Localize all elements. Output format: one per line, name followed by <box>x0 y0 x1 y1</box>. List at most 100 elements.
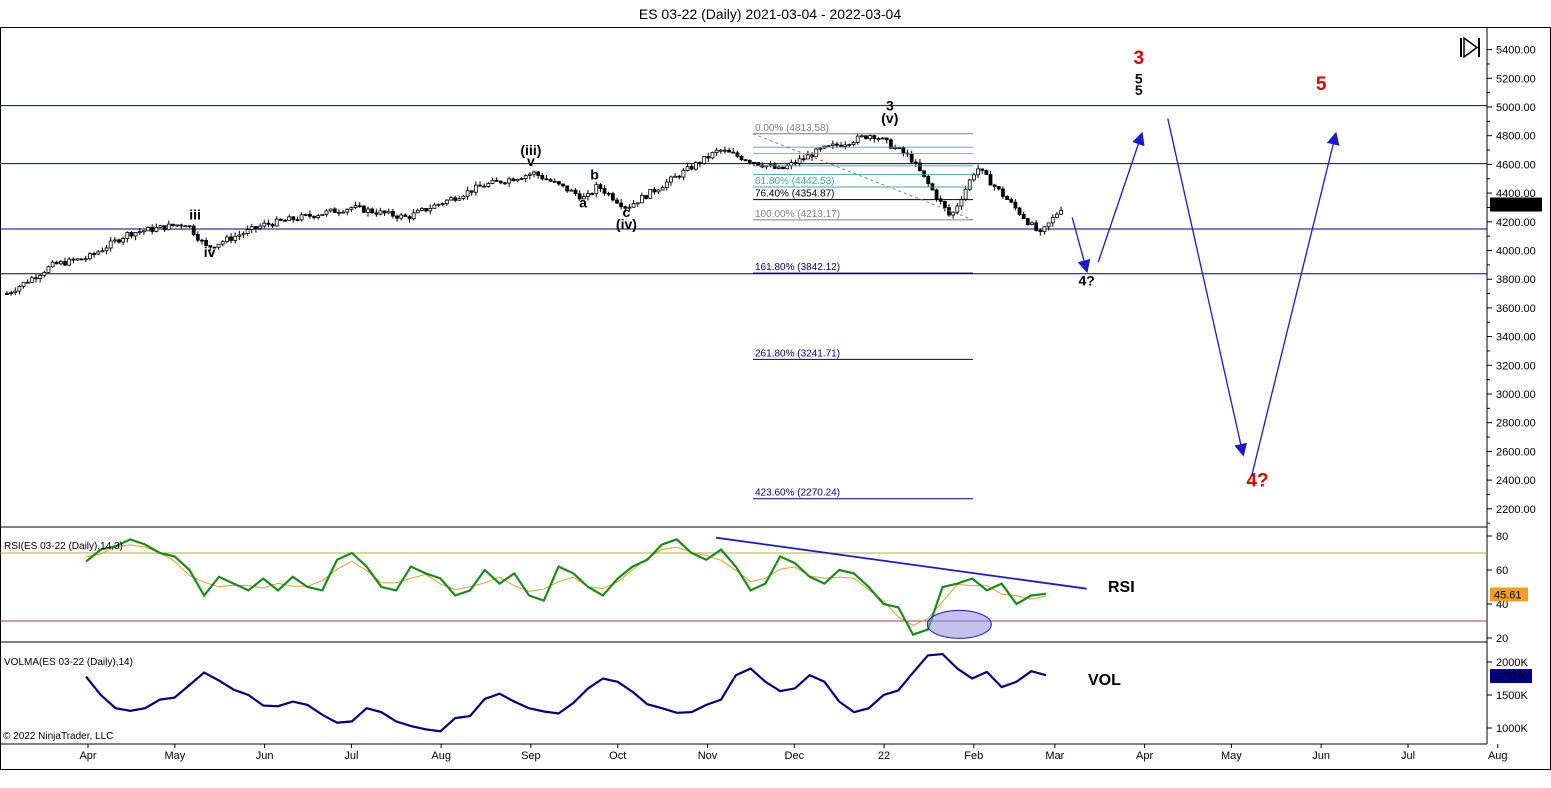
candle-body <box>839 144 843 147</box>
x-tick-label: Feb <box>964 750 983 762</box>
candle-body <box>673 175 677 178</box>
red-wave-label: 4? <box>1246 471 1268 492</box>
price-tick-label: 2600.00 <box>1496 446 1536 458</box>
volma-label: VOLMA(ES 03-22 (Daily),14) <box>4 657 133 668</box>
candle-body <box>909 153 914 163</box>
candle-body <box>241 233 246 236</box>
vol-tick-label: 1500K <box>1496 690 1528 702</box>
candle-body <box>934 189 939 200</box>
candle-body <box>577 193 582 200</box>
wave-label: 4? <box>1079 273 1095 289</box>
candle-body <box>171 223 175 227</box>
fib-level-label: 0.00% (4813.58) <box>755 123 829 134</box>
last-price-badge <box>1490 197 1542 212</box>
candle-body <box>453 197 458 201</box>
candle-body <box>801 158 806 161</box>
candle-body <box>739 155 744 161</box>
last-price-text: 4320.25 <box>1494 200 1534 212</box>
projection-arrow <box>1251 131 1340 476</box>
projection-arrow <box>1071 217 1091 274</box>
candle-body <box>154 227 159 232</box>
candle-body <box>295 219 300 222</box>
candle-body <box>490 179 495 184</box>
candle-body <box>1025 218 1030 225</box>
rsi-panel <box>0 536 1487 639</box>
candle-body <box>108 240 113 249</box>
candle-body <box>100 250 105 253</box>
candle-body <box>42 272 47 276</box>
candle-body <box>150 226 155 232</box>
candle-body <box>21 281 26 287</box>
candle-body <box>976 168 980 176</box>
candle-body <box>420 208 424 211</box>
x-tick-label: 22 <box>878 750 890 762</box>
skip-to-end-icon[interactable] <box>1459 36 1481 59</box>
rsi-badge-text: 45.61 <box>1494 589 1522 601</box>
candle-body <box>992 184 997 187</box>
candle-body <box>58 261 63 265</box>
candle-body <box>664 181 669 189</box>
axes: Apr May Jun Jul Aug Sep Oct Nov Dec 22 Feb Mar Apr Ma… <box>79 45 1542 762</box>
candle-body <box>224 236 229 243</box>
candle-body <box>901 147 906 154</box>
candle-body <box>718 149 723 152</box>
candle-body <box>843 144 848 147</box>
candle-body <box>237 234 242 237</box>
wave-label: iv <box>204 244 216 260</box>
candle-body <box>411 212 416 219</box>
candle-body <box>361 205 366 213</box>
candle-body <box>312 215 316 218</box>
wave-label: 5 <box>1135 70 1143 86</box>
rsi-badge <box>1490 587 1528 602</box>
candle-body <box>1030 222 1034 225</box>
candle-body <box>971 174 976 181</box>
candle-body <box>1013 201 1018 209</box>
candle-body <box>722 149 727 152</box>
candle-body <box>473 184 478 193</box>
candle-body <box>137 231 142 234</box>
candle-body <box>54 261 59 265</box>
candle-body <box>793 162 798 164</box>
price-tick-label: 4400.00 <box>1496 188 1536 200</box>
x-tick-label: Jun <box>1312 750 1330 762</box>
candle-body <box>781 166 785 170</box>
candle-body <box>191 225 196 235</box>
candle-body <box>92 253 96 255</box>
wave-label: (iv) <box>616 216 637 232</box>
candle-body <box>789 162 794 167</box>
candle-body <box>772 164 777 169</box>
candle-body <box>544 178 549 181</box>
candle-body <box>469 190 474 193</box>
price-tick-label: 2200.00 <box>1496 504 1536 516</box>
rsi-oversold-highlight <box>926 609 992 639</box>
candle-body <box>179 224 184 227</box>
candle-body <box>129 232 134 237</box>
candle-body <box>378 210 383 215</box>
candle-body <box>731 151 736 154</box>
candle-body <box>478 184 482 187</box>
chart-frame <box>0 27 1551 770</box>
fib-level-label: 100.00% (4213.17) <box>755 209 840 220</box>
fib-level-label: 423.60% (2270.24) <box>755 488 840 499</box>
candle-body <box>212 246 217 249</box>
candle-body <box>204 240 209 246</box>
candle-body <box>316 215 321 218</box>
fib-level-label: 61.80% (4442.53) <box>755 176 835 187</box>
wave-label: (iii) <box>520 142 541 158</box>
x-tick-label: Jul <box>1401 750 1415 762</box>
x-tick-label: Mar <box>1045 750 1064 762</box>
candle-body <box>79 258 84 261</box>
candle-body <box>606 192 611 195</box>
candle-body <box>893 147 897 149</box>
rsi-label: RSI(ES 03-22 (Daily),14,3) <box>4 541 123 552</box>
candle-body <box>689 166 694 170</box>
candle-body <box>457 198 462 201</box>
fib-level-label: 261.80% (3241.71) <box>755 348 840 359</box>
candle-body <box>75 258 80 261</box>
candle-body <box>1054 213 1059 218</box>
candle-body <box>146 226 150 232</box>
candle-body <box>752 161 756 164</box>
copyright-label: © 2022 NinjaTrader, LLC <box>3 731 113 742</box>
candle-body <box>698 162 702 164</box>
price-tick-label: 3200.00 <box>1496 360 1536 372</box>
